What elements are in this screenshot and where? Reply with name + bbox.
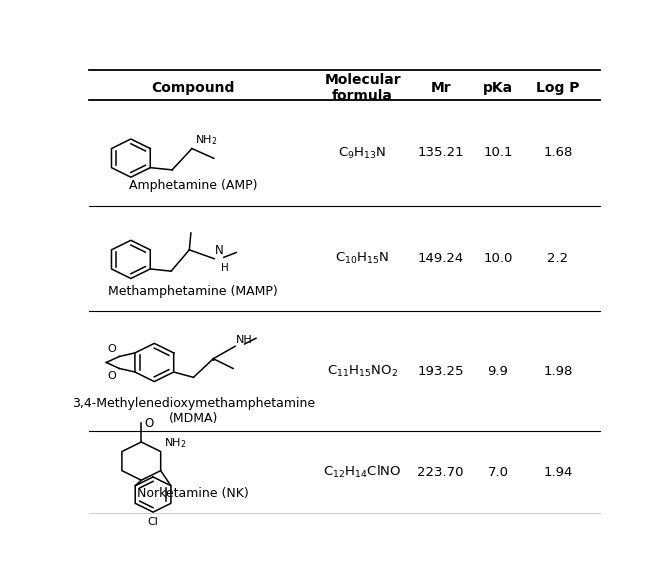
Text: NH: NH xyxy=(236,335,253,346)
Text: 9.9: 9.9 xyxy=(488,365,509,378)
Text: O: O xyxy=(107,344,116,354)
Text: NH$_2$: NH$_2$ xyxy=(195,133,218,147)
Text: 193.25: 193.25 xyxy=(417,365,464,378)
Text: NH$_2$: NH$_2$ xyxy=(164,436,186,450)
Text: H: H xyxy=(221,263,229,273)
Text: Cl: Cl xyxy=(148,516,159,527)
Text: C$_{11}$H$_{15}$NO$_2$: C$_{11}$H$_{15}$NO$_2$ xyxy=(327,364,398,379)
Text: 149.24: 149.24 xyxy=(417,252,464,265)
Text: 1.94: 1.94 xyxy=(543,466,573,479)
Text: C$_{12}$H$_{14}$ClNO: C$_{12}$H$_{14}$ClNO xyxy=(323,464,402,481)
Text: 2.2: 2.2 xyxy=(548,252,569,265)
Text: 1.98: 1.98 xyxy=(543,365,573,378)
Text: pKa: pKa xyxy=(483,81,513,95)
Text: Norketamine (NK): Norketamine (NK) xyxy=(138,487,249,500)
Text: Log P: Log P xyxy=(536,81,580,95)
Text: Molecular
formula: Molecular formula xyxy=(325,73,401,103)
Text: C$_{10}$H$_{15}$N: C$_{10}$H$_{15}$N xyxy=(335,251,390,266)
Text: 223.70: 223.70 xyxy=(417,466,464,479)
Text: 10.1: 10.1 xyxy=(483,147,513,159)
Text: Mr: Mr xyxy=(431,81,451,95)
Text: Compound: Compound xyxy=(152,81,235,95)
Text: 1.68: 1.68 xyxy=(543,147,573,159)
Text: N: N xyxy=(215,243,224,257)
Text: C$_9$H$_{13}$N: C$_9$H$_{13}$N xyxy=(339,145,387,160)
Text: O: O xyxy=(107,370,116,381)
Text: Amphetamine (AMP): Amphetamine (AMP) xyxy=(129,179,257,192)
Text: 3,4-Methylenedioxymethamphetamine
(MDMA): 3,4-Methylenedioxymethamphetamine (MDMA) xyxy=(72,398,315,425)
Text: 7.0: 7.0 xyxy=(488,466,509,479)
Text: O: O xyxy=(144,417,154,430)
Text: 10.0: 10.0 xyxy=(483,252,513,265)
Text: 135.21: 135.21 xyxy=(417,147,464,159)
Text: Methamphetamine (MAMP): Methamphetamine (MAMP) xyxy=(108,285,278,298)
